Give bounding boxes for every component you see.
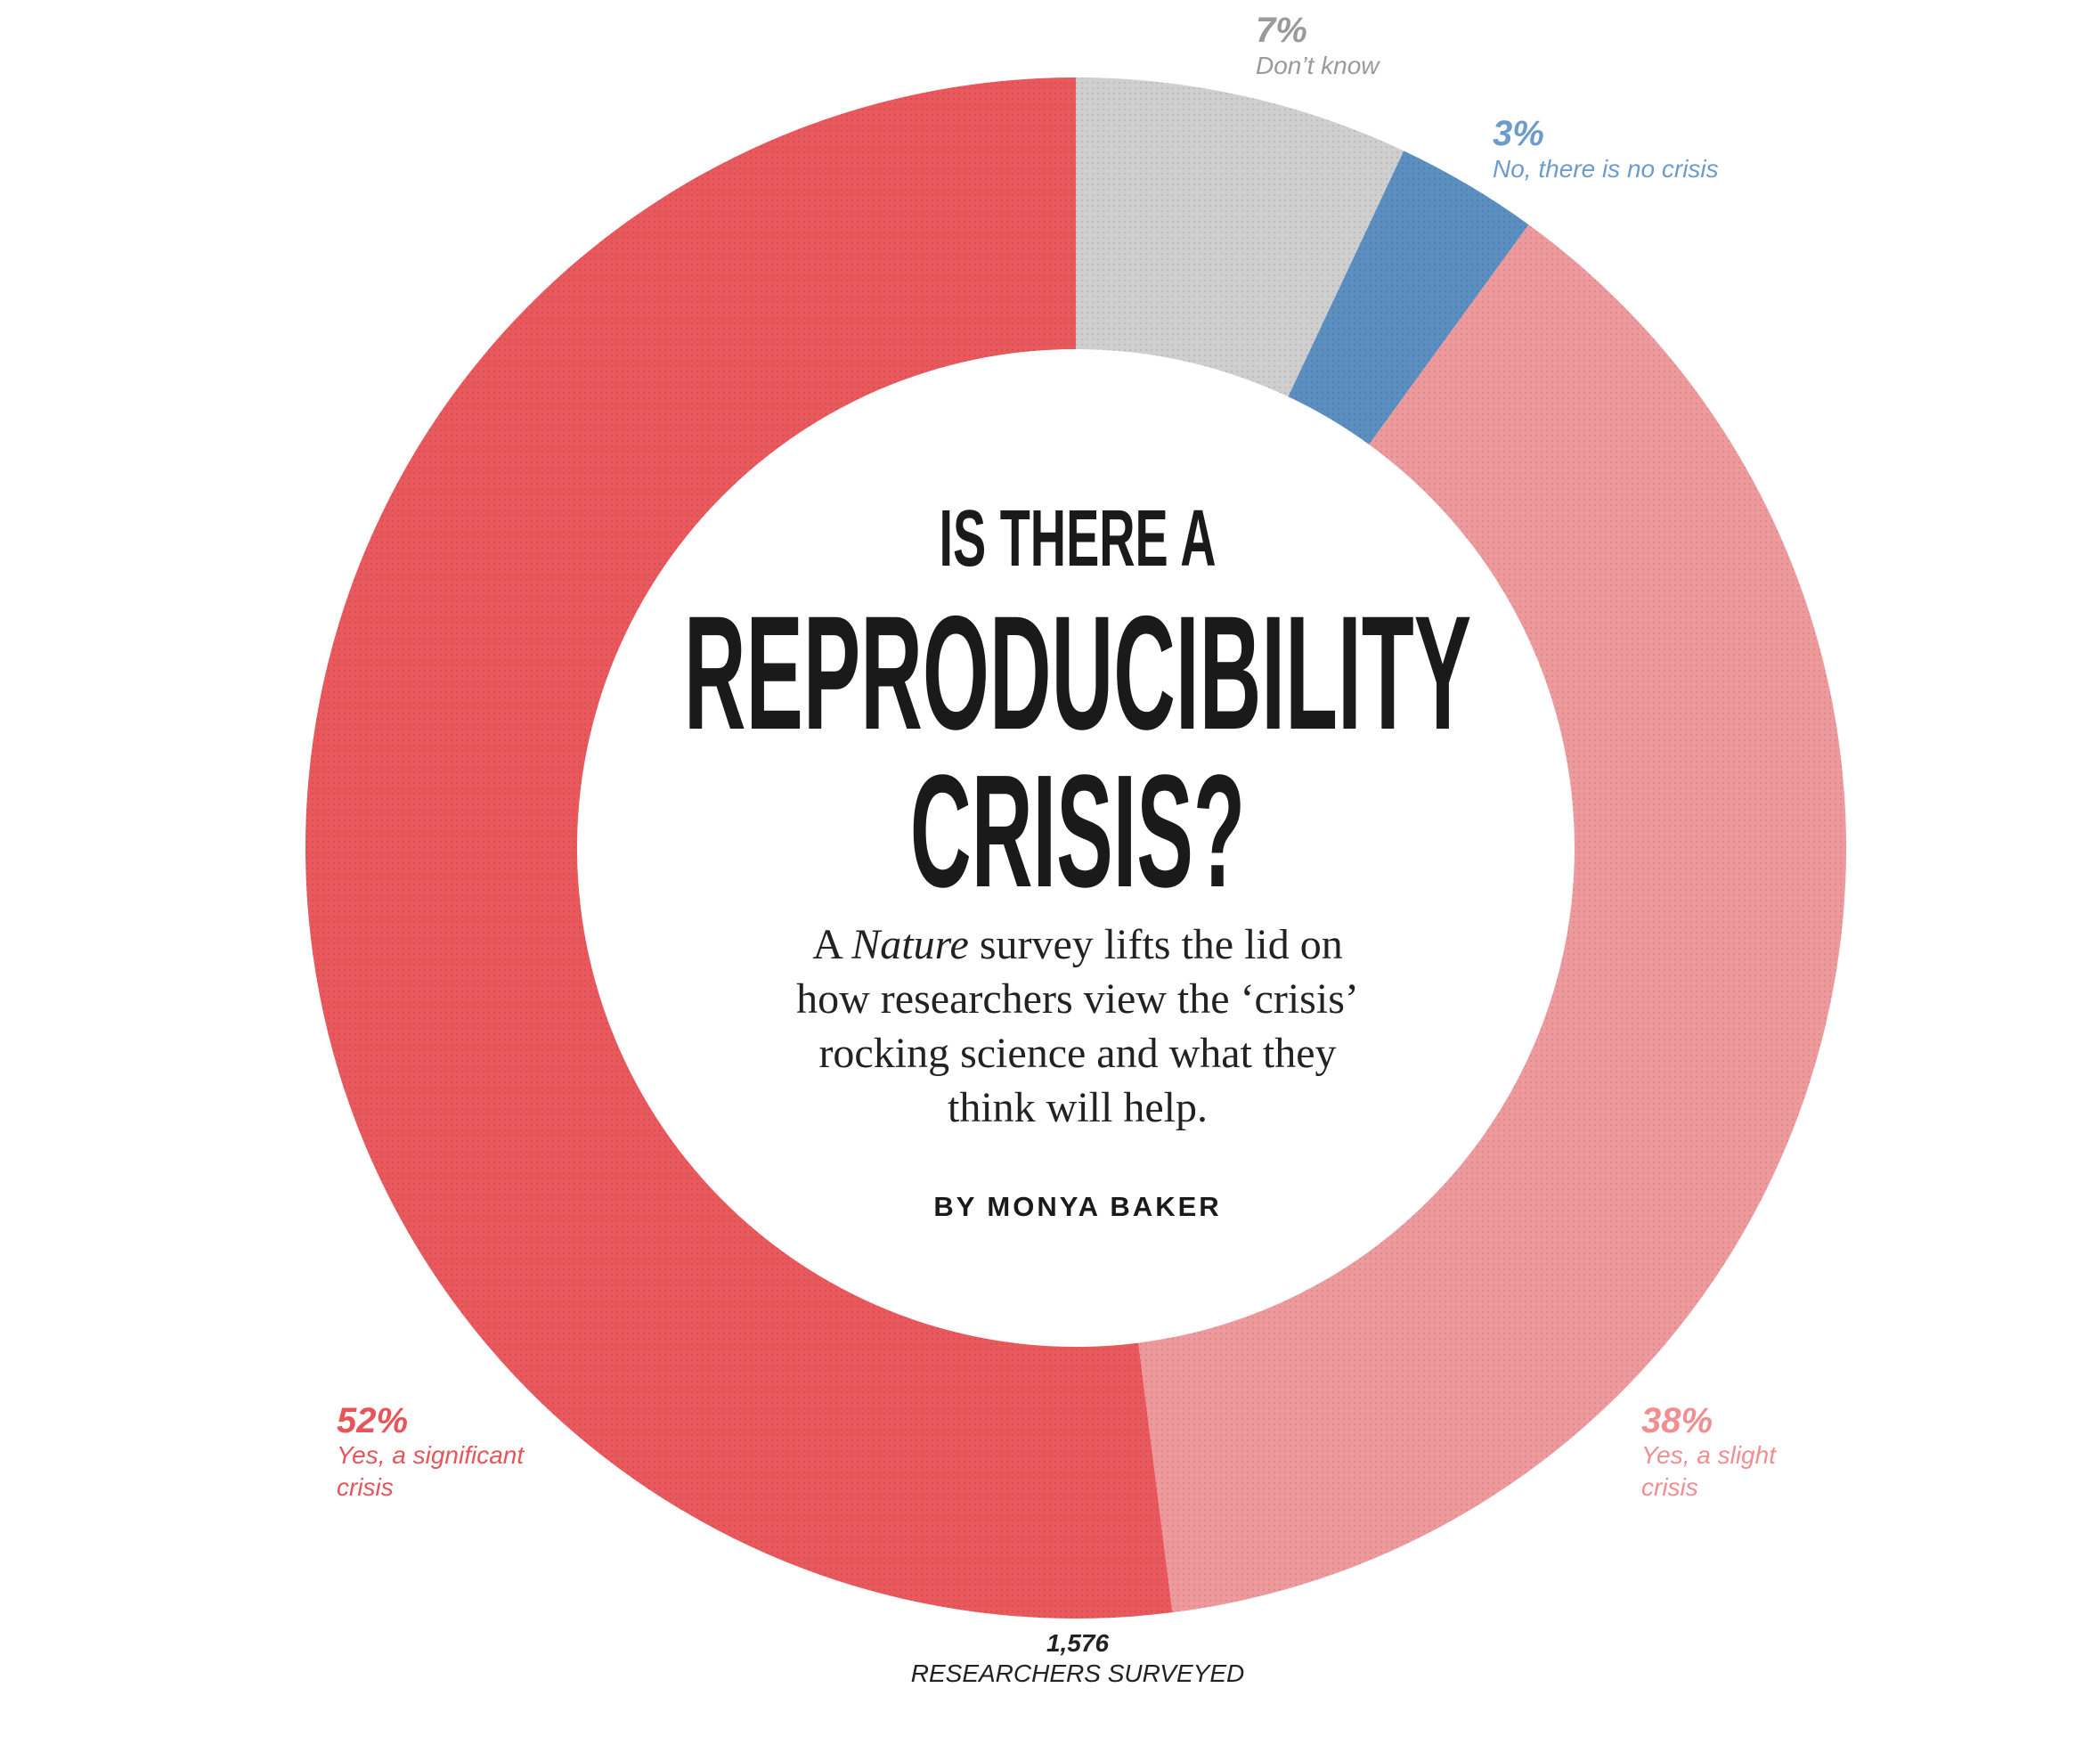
respondent-label: RESEARCHERS SURVEYED (911, 1659, 1244, 1687)
slice-texture-yes-a-slight-crisis (1138, 224, 1846, 1613)
data-label-significant-crisis-pct: 52% (337, 1401, 408, 1440)
subtitle-line4: think will help. (948, 1084, 1208, 1131)
slice-label-no-crisis: 3% No, there is no crisis (1493, 114, 1719, 183)
halftone-texture (305, 77, 1846, 1619)
slice-texture-no-there-is-no-crisis (1288, 151, 1529, 444)
chart-title-line1: IS THERE A (940, 493, 1217, 583)
chart-title-line2: REPRODUCIBILITY (684, 582, 1471, 763)
legend-label-significant-crisis-line2: crisis (337, 1473, 394, 1501)
subtitle-line3: rocking science and what they (818, 1030, 1336, 1077)
subtitle-line2: how researchers view the ‘crisis’ (796, 975, 1359, 1023)
legend-label-dont-know: Don’t know (1256, 52, 1380, 79)
legend-label-no-crisis: No, there is no crisis (1493, 155, 1719, 183)
data-label-dont-know-pct: 7% (1256, 11, 1307, 50)
subtitle-line1: A Nature survey lifts the lid on (812, 921, 1343, 968)
respondent-count: 1,576 (1046, 1629, 1109, 1657)
slice-label-slight-crisis: 38% Yes, a slight crisis (1641, 1401, 1777, 1501)
slice-texture-don-t-know (1076, 77, 1404, 397)
chart-title-line3: CRISIS? (910, 742, 1245, 921)
legend-label-slight-crisis-line2: crisis (1641, 1473, 1698, 1501)
slice-label-significant-crisis: 52% Yes, a significant crisis (337, 1401, 525, 1501)
slice-label-dont-know: 7% Don’t know (1256, 11, 1380, 79)
data-label-no-crisis-pct: 3% (1493, 114, 1544, 153)
legend-label-significant-crisis: Yes, a significant (337, 1441, 525, 1469)
byline: BY MONYA BAKER (933, 1191, 1221, 1222)
data-label-slight-crisis-pct: 38% (1641, 1401, 1713, 1440)
legend-label-slight-crisis: Yes, a slight (1641, 1441, 1777, 1469)
slice-texture-yes-a-significant-crisis (305, 77, 1173, 1619)
